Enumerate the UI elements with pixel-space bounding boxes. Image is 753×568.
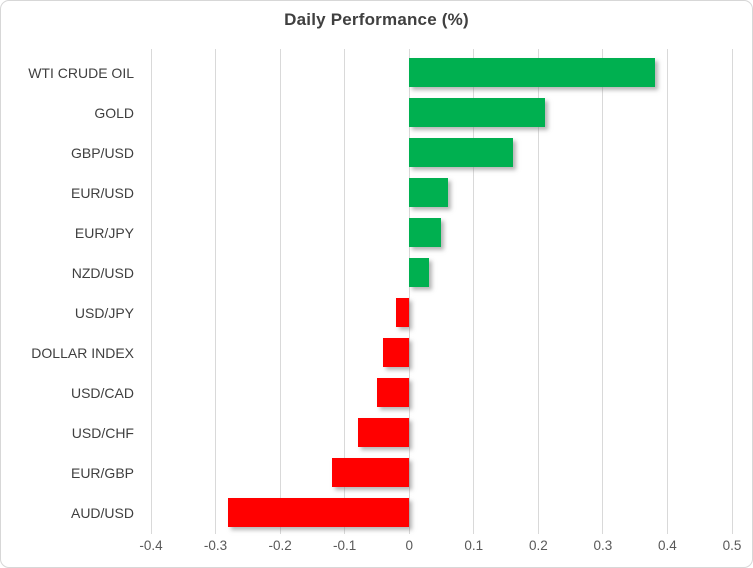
gridline-x-0.2: [537, 49, 539, 534]
category-label-usd-chf: USD/CHF: [71, 425, 134, 441]
category-label-eur-usd: EUR/USD: [70, 185, 134, 201]
bar-usd-cad: [376, 378, 410, 407]
bar-dollar-index: [383, 338, 410, 367]
bar-eur-jpy: [409, 218, 442, 247]
x-tick-label-0.1: 0.1: [464, 538, 484, 553]
x-tick-label-0.4: 0.4: [658, 538, 677, 553]
bar-row-dollar-index: [151, 333, 732, 373]
gridline-x-0.5: [731, 49, 733, 534]
bar-row-gbp-usd: [151, 133, 732, 173]
bar-gold: [409, 98, 545, 127]
category-label-aud-usd: AUD/USD: [70, 505, 134, 521]
category-label-usd-jpy: USD/JPY: [74, 305, 134, 321]
bar-usd-chf: [357, 418, 410, 447]
gridline-x-0.3: [602, 49, 604, 534]
bar-row-eur-gbp: [151, 453, 732, 493]
bar-aud-usd: [228, 498, 410, 527]
bar-row-eur-usd: [151, 173, 732, 213]
bar-gbp-usd: [409, 138, 513, 167]
bar-row-usd-cad: [151, 373, 732, 413]
bar-row-gold: [151, 93, 732, 133]
x-axis: -0.4 -0.3 -0.2 -0.1 0 0.1 0.2 0.3 0.4 0.5: [1, 538, 752, 560]
gridline-x--0.4: [150, 49, 152, 534]
category-label-gold: GOLD: [94, 105, 134, 121]
x-tick-label-0.3: 0.3: [593, 538, 613, 553]
x-tick-label-0.5: 0.5: [722, 538, 742, 553]
bar-row-wti-crude-oil: [151, 53, 732, 93]
bar-row-usd-jpy: [151, 293, 732, 333]
x-tick-label-0.2: 0.2: [528, 538, 548, 553]
gridline-x-0.1: [473, 49, 475, 534]
gridline-x-0: [408, 49, 410, 534]
category-label-usd-cad: USD/CAD: [70, 385, 134, 401]
bar-row-aud-usd: [151, 493, 732, 533]
category-label-gbp-usd: GBP/USD: [70, 145, 134, 161]
gridline-x-0.4: [666, 49, 668, 534]
bar-eur-usd: [409, 178, 448, 207]
x-tick-label--0.3: -0.3: [203, 538, 228, 553]
category-label-eur-jpy: EUR/JPY: [74, 225, 134, 241]
bar-row-eur-jpy: [151, 213, 732, 253]
plot-area: [150, 49, 733, 534]
category-label-nzd-usd: NZD/USD: [71, 265, 134, 281]
bar-eur-gbp: [331, 458, 410, 487]
bar-row-usd-chf: [151, 413, 732, 453]
gridline-x--0.3: [215, 49, 217, 534]
x-tick-label--0.4: -0.4: [139, 538, 163, 553]
gridline-x--0.2: [279, 49, 281, 534]
category-label-dollar-index: DOLLAR INDEX: [31, 345, 134, 361]
category-axis: WTI CRUDE OIL GOLD GBP/USD EUR/USD EUR/JPY NZ…: [1, 53, 134, 533]
gridline-x--0.1: [344, 49, 346, 534]
x-tick-label-0: 0: [405, 538, 413, 553]
bar-usd-jpy: [396, 298, 410, 327]
category-label-wti-crude-oil: WTI CRUDE OIL: [28, 65, 134, 81]
bar-wti-crude-oil: [409, 58, 655, 87]
bar-nzd-usd: [409, 258, 429, 287]
x-tick-label--0.1: -0.1: [333, 538, 357, 553]
x-tick-label--0.2: -0.2: [268, 538, 292, 553]
chart-title: Daily Performance (%): [284, 10, 469, 29]
category-label-eur-gbp: EUR/GBP: [70, 465, 134, 481]
bar-row-nzd-usd: [151, 253, 732, 293]
